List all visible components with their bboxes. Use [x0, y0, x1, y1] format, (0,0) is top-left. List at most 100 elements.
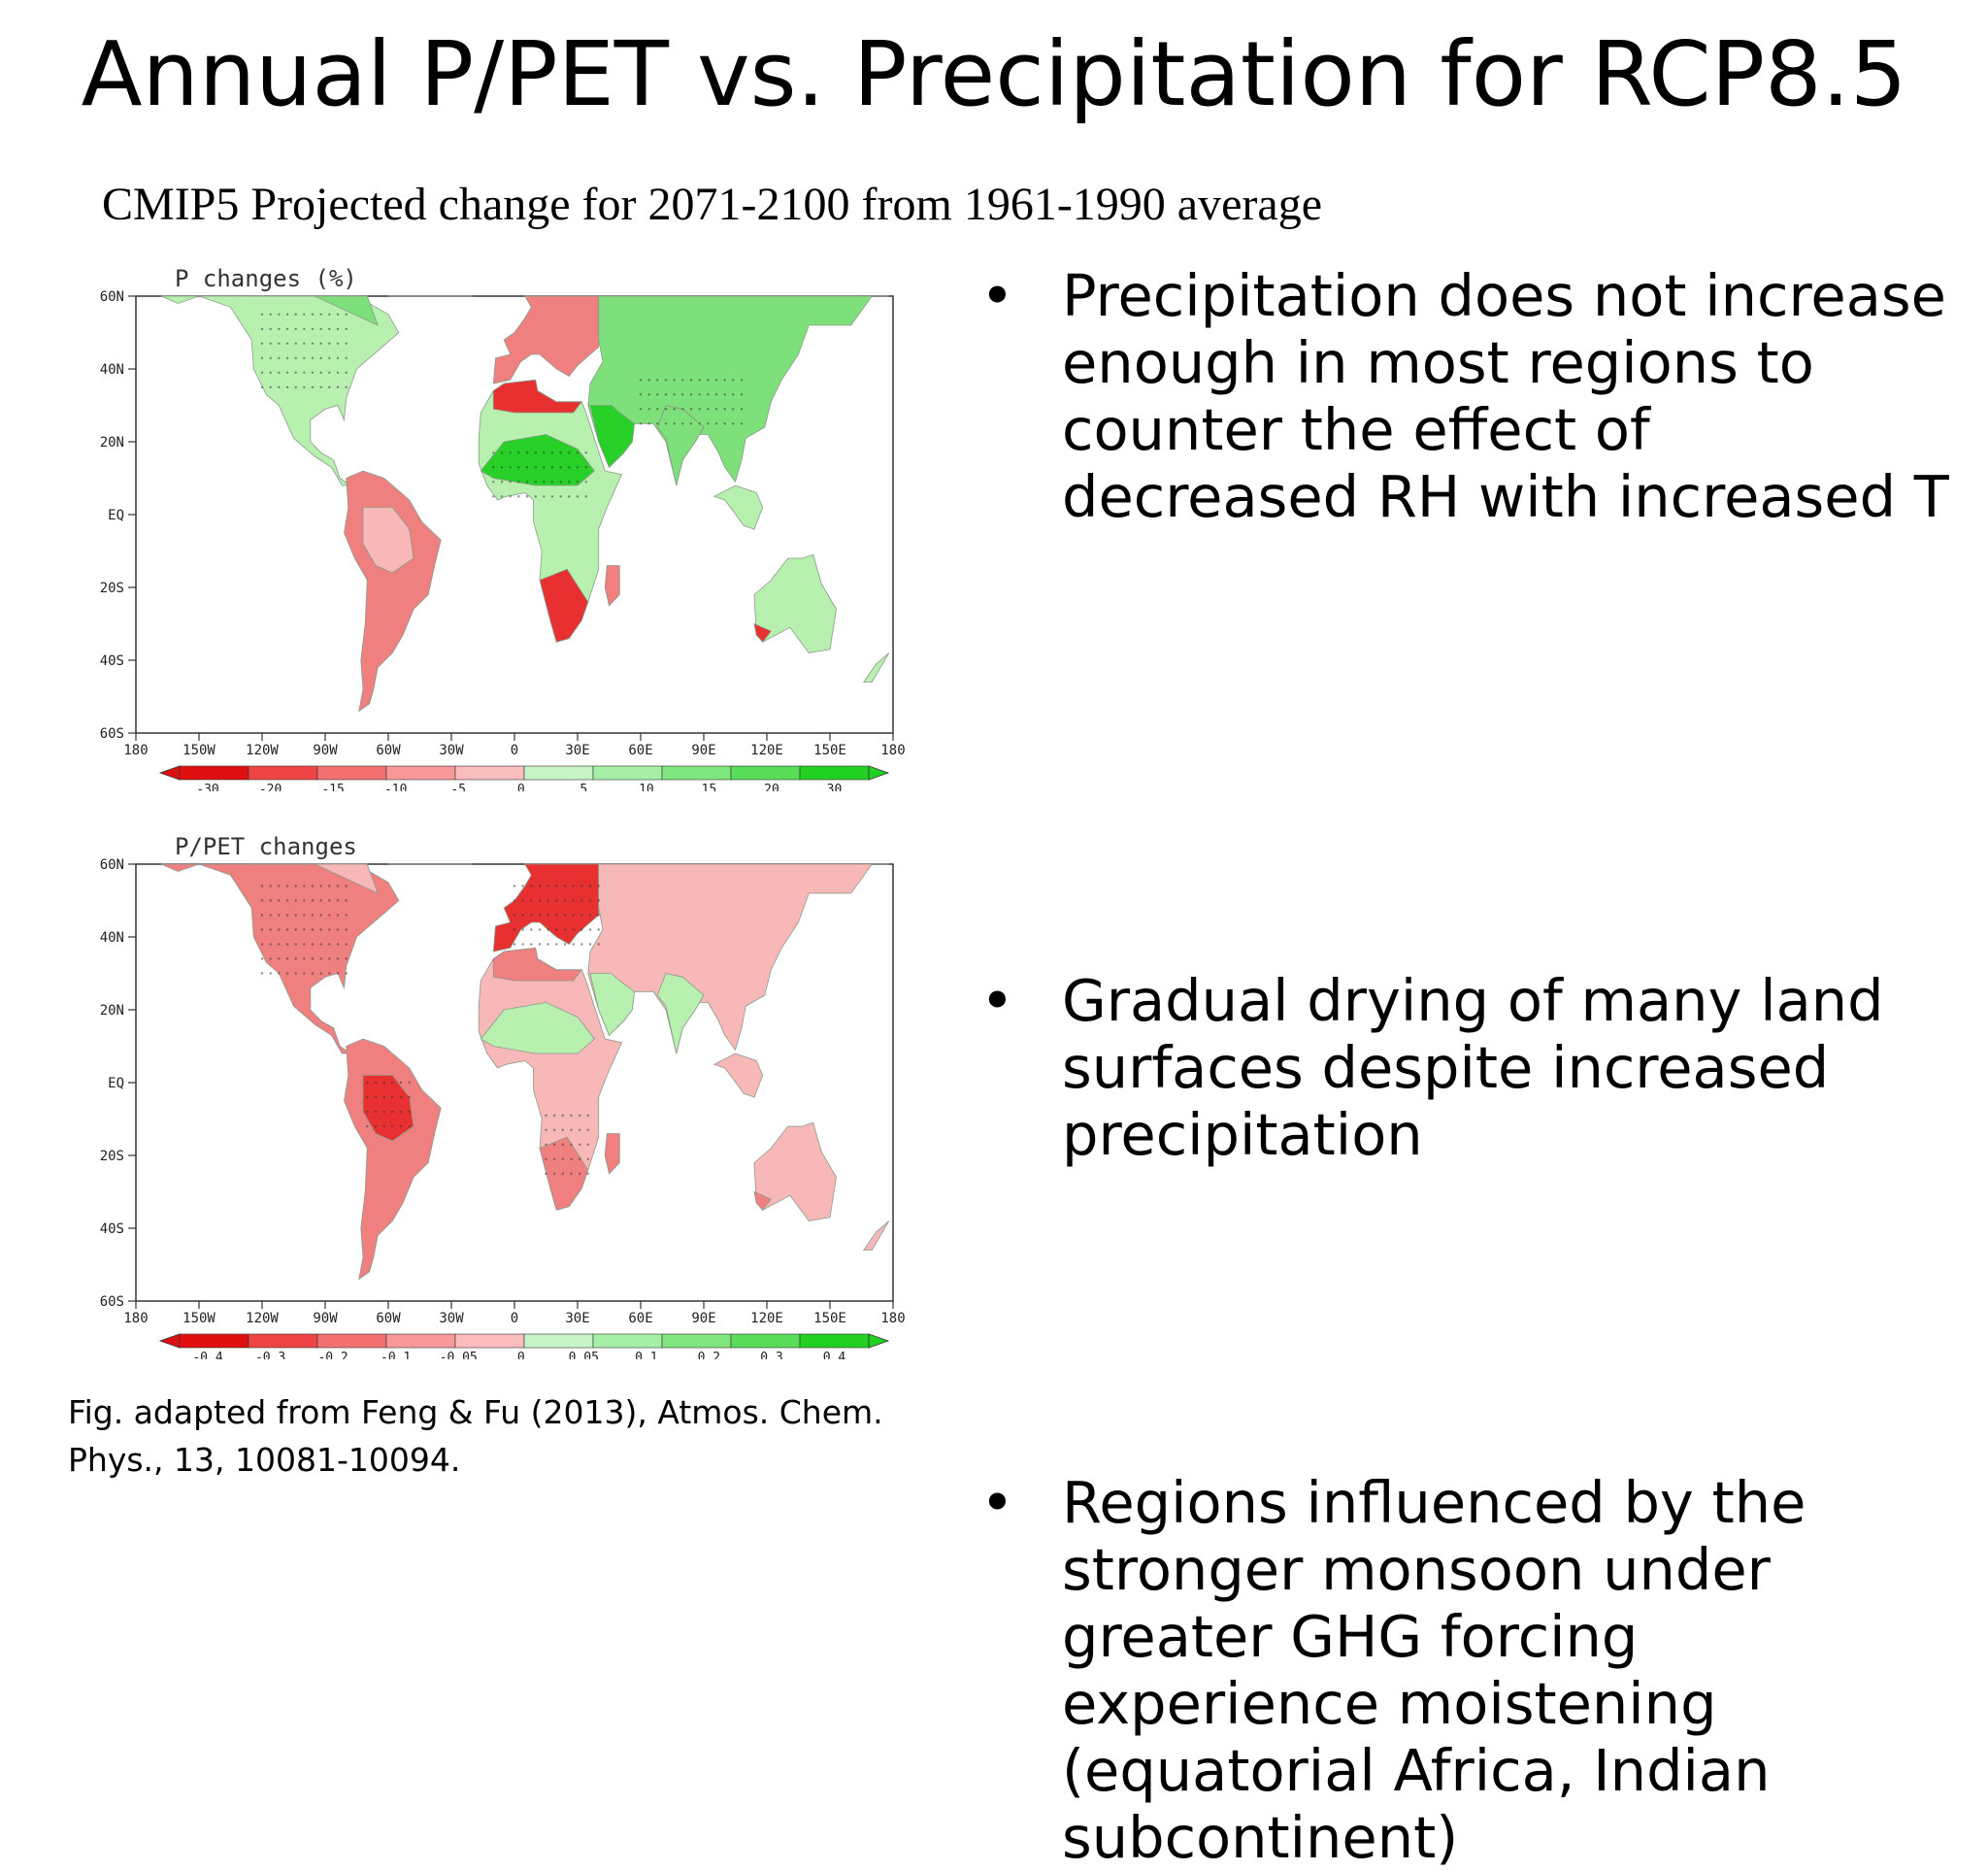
stipple-dot — [580, 885, 583, 887]
stipple-dot — [319, 885, 322, 887]
stipple-dot — [664, 422, 668, 425]
stipple-dot — [319, 928, 322, 931]
lat-tick-label: 60N — [100, 289, 124, 305]
stipple-dot — [294, 385, 297, 388]
region-madagascar — [604, 565, 620, 607]
stipple-dot — [269, 885, 272, 887]
stipple-dot — [740, 379, 744, 382]
lon-tick-label: 30W — [439, 743, 464, 758]
stipple-dot — [530, 899, 533, 902]
stipple-dot — [345, 385, 348, 388]
stipple-dot — [345, 899, 348, 902]
stipple-dot — [576, 466, 580, 469]
land-layer — [160, 295, 890, 713]
stipple-dot — [723, 379, 726, 382]
stipple-dot — [513, 928, 516, 931]
stipple-dot — [319, 899, 322, 902]
region-sahel-band — [480, 434, 595, 486]
stipple-dot — [294, 356, 297, 359]
stipple-dot — [732, 422, 735, 425]
citation-line-2: Phys., 13, 10081-10094. — [68, 1441, 461, 1479]
stipple-dot — [545, 1128, 547, 1131]
stipple-dot — [525, 495, 529, 498]
stipple-dot — [336, 899, 340, 902]
colorbar-max-arrow — [868, 765, 890, 781]
stipple-dot — [525, 451, 529, 454]
colorbar-label: -15 — [321, 783, 344, 791]
colorbar-segment — [730, 1333, 801, 1349]
stipple-dot — [586, 1157, 589, 1160]
region-southeast-asia — [712, 484, 764, 530]
stipple-dot — [561, 1114, 564, 1117]
colorbar-label: 10 — [639, 783, 654, 791]
stipple-dot — [647, 408, 650, 411]
stipple-dot — [553, 1157, 556, 1160]
stipple-dot — [260, 957, 264, 960]
colorbar-label: 5 — [580, 783, 587, 791]
lat-tick-label: EQ — [108, 508, 124, 523]
lon-tick-label: 120E — [750, 1311, 783, 1326]
stipple-dot — [366, 1095, 369, 1099]
stipple-dot — [664, 408, 668, 411]
stipple-dot — [588, 885, 592, 887]
region-arabia — [589, 973, 635, 1037]
stipple-dot — [269, 928, 272, 931]
stipple-dot — [294, 371, 297, 374]
stipple-dot — [673, 408, 676, 411]
colorbar-segment — [592, 1333, 663, 1349]
colorbar-label: -0.05 — [440, 1351, 478, 1359]
lon-tick-label: 60E — [628, 1311, 652, 1326]
colorbar-label: -30 — [196, 783, 218, 791]
stipple-dot — [345, 342, 348, 345]
colorbar-label: 15 — [702, 783, 717, 791]
stipple-dot — [391, 1081, 394, 1085]
stipple-dot — [543, 481, 546, 484]
colorbar-segment — [454, 765, 525, 781]
stipple-dot — [597, 928, 600, 931]
stipple-dot — [714, 422, 718, 425]
stipple-dot — [260, 385, 264, 388]
stipple-dot — [500, 466, 504, 469]
stipple-dot — [586, 1172, 589, 1175]
stipple-dot — [260, 885, 264, 887]
stipple-dot — [500, 451, 504, 454]
colorbar-label: 0.1 — [635, 1351, 657, 1359]
stipple-dot — [311, 371, 315, 374]
stipple-dot — [580, 899, 583, 902]
stipple-dot — [584, 466, 587, 469]
region-north-america-north — [251, 295, 379, 326]
stipple-dot — [681, 393, 684, 396]
colorbar-segment — [316, 765, 387, 781]
region-madagascar — [604, 1133, 620, 1175]
stipple-dot — [723, 422, 726, 425]
stipple-dot — [517, 466, 520, 469]
stipple-dot — [521, 928, 524, 931]
stipple-dot — [382, 1124, 385, 1128]
stipple-dot — [345, 313, 348, 316]
colorbar-segment — [799, 765, 870, 781]
stipple-dot — [336, 972, 340, 975]
region-amazon-core — [362, 507, 414, 574]
lat-tick-label: 20N — [100, 435, 124, 451]
lon-tick-label: 180 — [880, 743, 905, 758]
colorbar-segment — [179, 765, 249, 781]
stipple-dot — [260, 327, 264, 330]
stipple-dot — [345, 972, 348, 975]
stipple-dot — [555, 899, 558, 902]
stipple-dot — [278, 972, 281, 975]
stipple-dot — [588, 943, 592, 946]
stipple-dot — [303, 899, 306, 902]
stipple-dot — [525, 466, 529, 469]
stipple-dot — [345, 327, 348, 330]
stipple-dot — [345, 928, 348, 931]
stipple-dot — [579, 1172, 581, 1175]
stipple-dot — [568, 466, 571, 469]
stipple-dot — [597, 914, 600, 917]
stipple-dot — [525, 481, 529, 484]
lat-tick-label: 60N — [100, 857, 124, 873]
stipple-dot — [543, 495, 546, 498]
stipple-dot — [319, 957, 322, 960]
stipple-dot — [707, 408, 710, 411]
stipple-dot — [336, 371, 340, 374]
colorbar-segment — [454, 1333, 525, 1349]
